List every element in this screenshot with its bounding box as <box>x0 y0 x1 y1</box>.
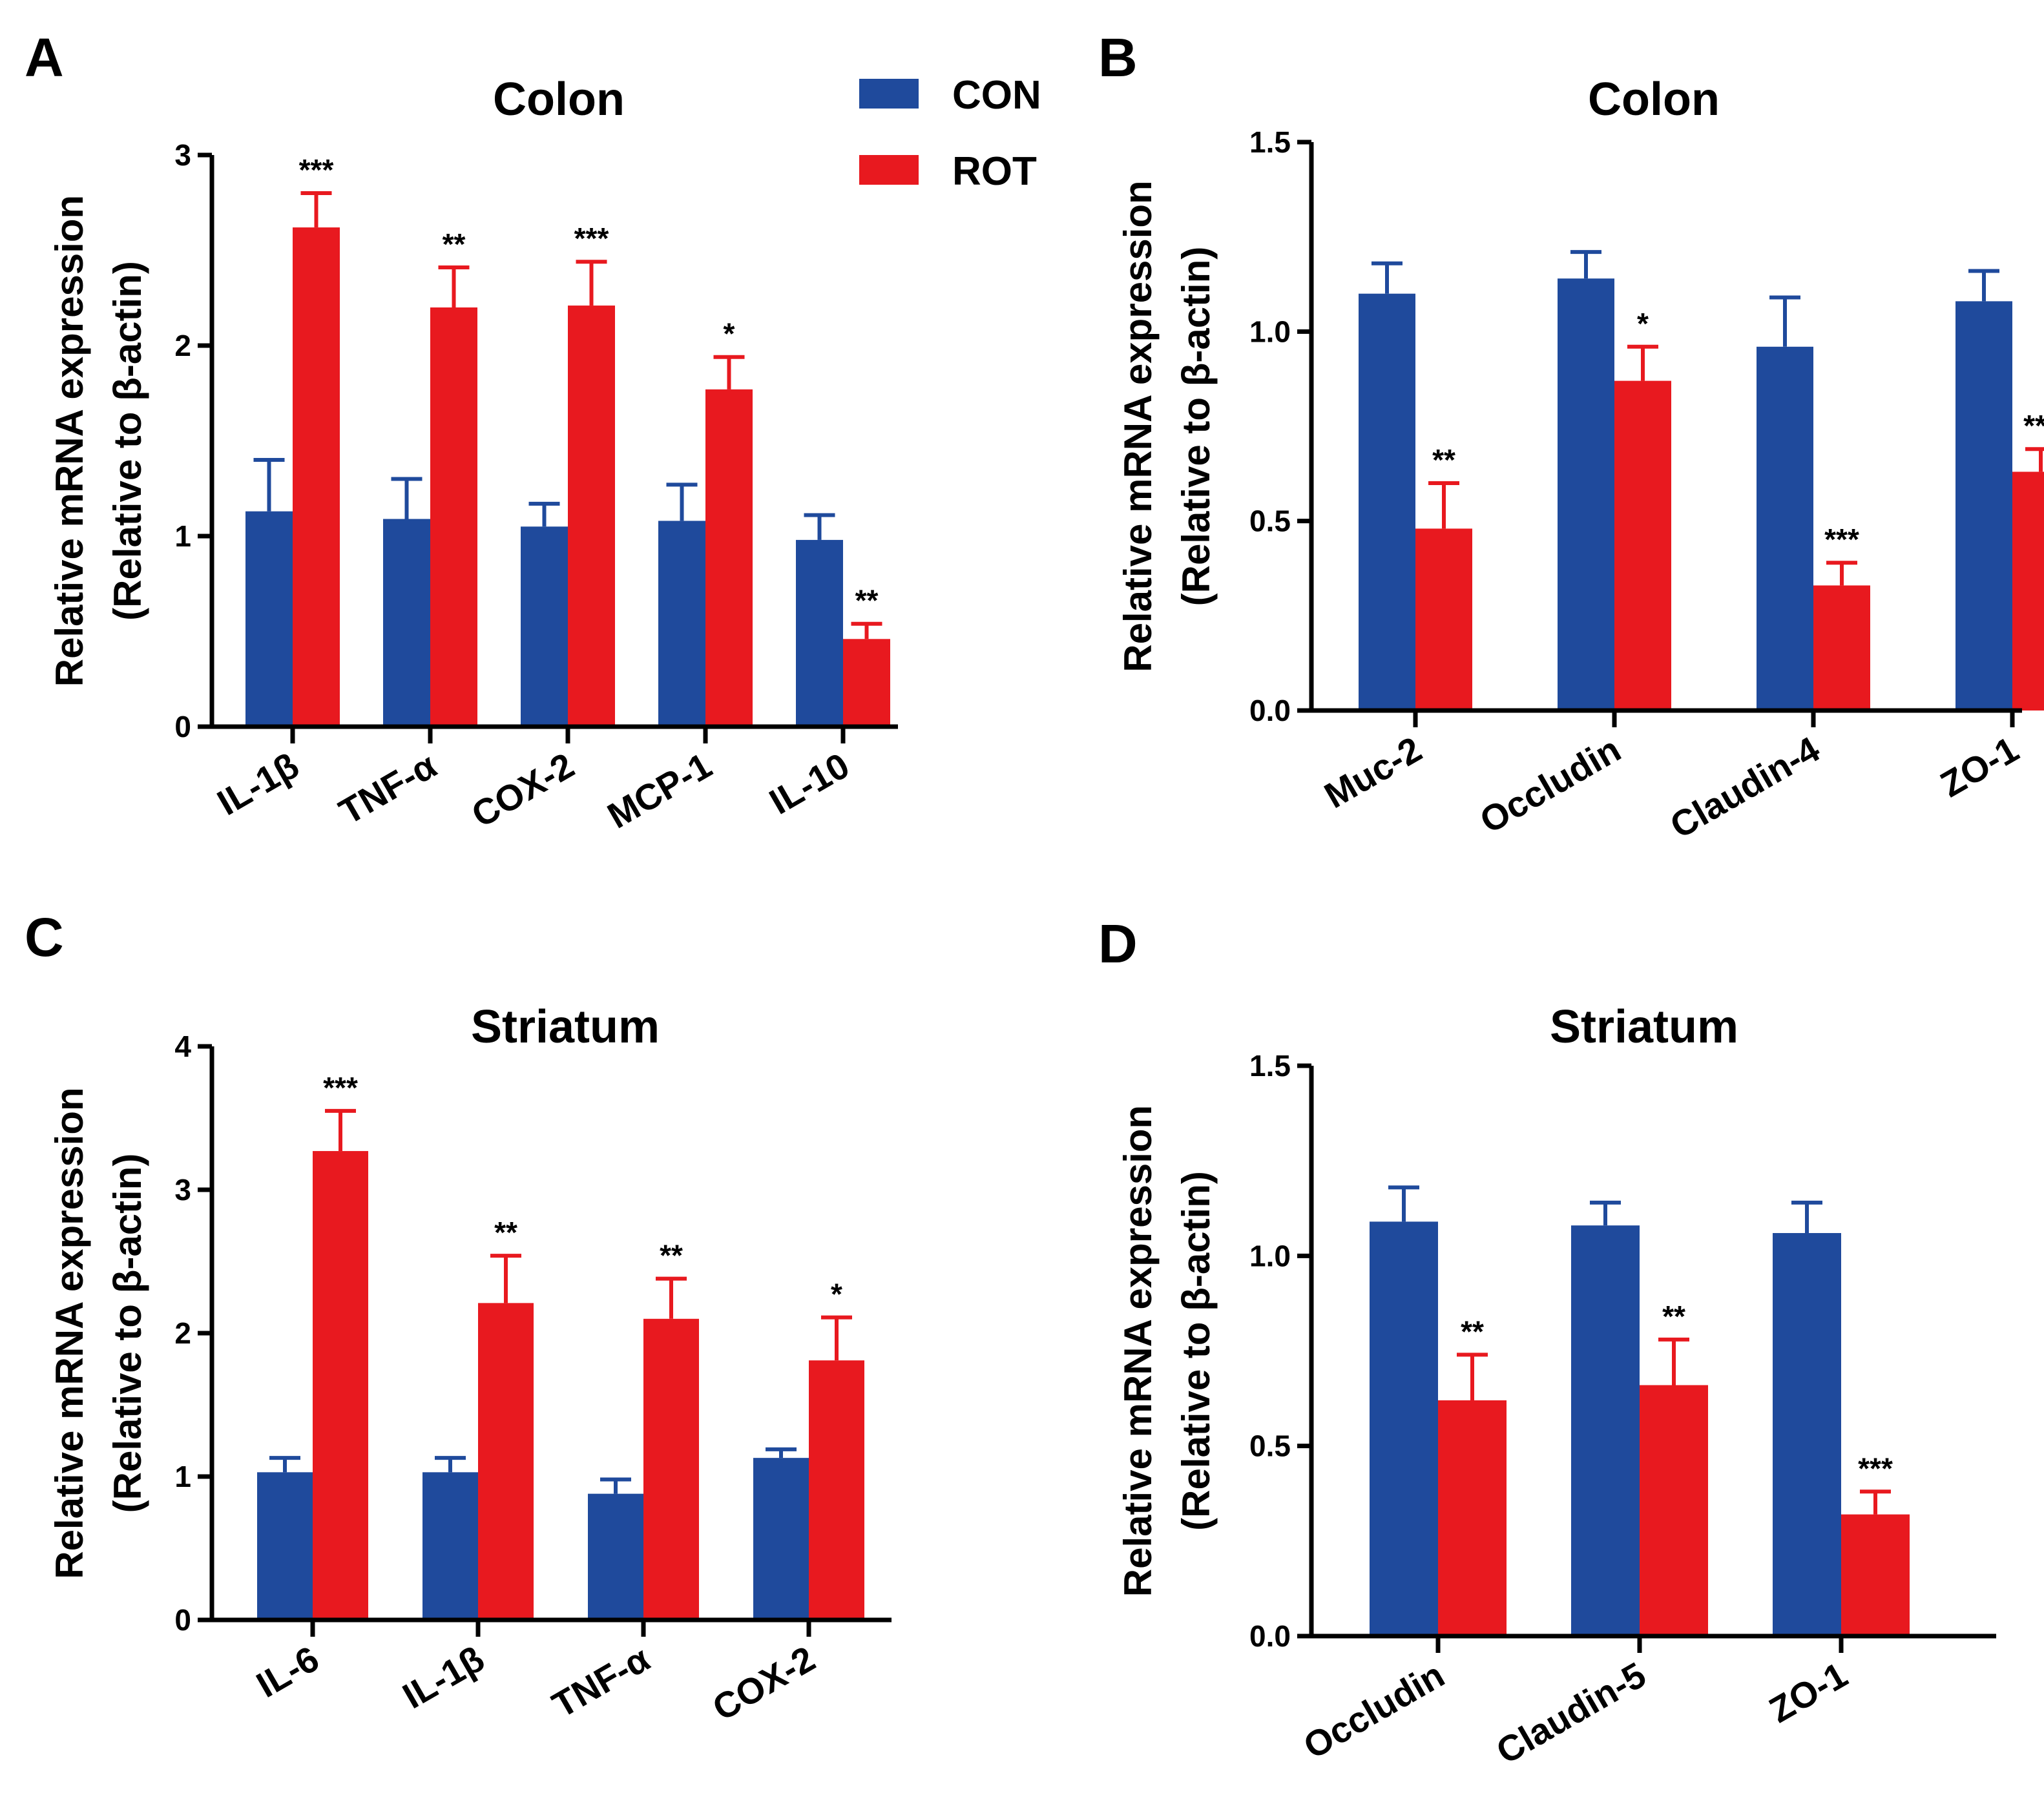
panel-d-ytick-label-0: 0.0 <box>1249 1619 1291 1653</box>
panel-b-ytick-label-1: 0.5 <box>1249 504 1291 538</box>
panel-b-bar-rot-2 <box>1813 585 1870 710</box>
panel-d-ytick-label-2: 1.0 <box>1249 1239 1291 1272</box>
panel-b-bar-con-2 <box>1757 346 1813 710</box>
panel-letter-c: C <box>25 907 64 968</box>
panel-c-ylabel-line1: Relative mRNA expression <box>48 1087 91 1579</box>
panel-a-significance-1: ** <box>443 227 466 261</box>
panel-a-bar-con-1 <box>383 519 430 727</box>
panel-a-bar-con-4 <box>796 539 843 727</box>
panel-c-bar-rot-3 <box>809 1360 864 1620</box>
panel-a-ytick-label-2: 2 <box>174 329 191 362</box>
legend: CON ROT <box>859 73 1041 194</box>
panel-c-significance-2: ** <box>660 1239 683 1272</box>
panel-b-bar-con-3 <box>1955 301 2012 710</box>
panel-d-bar-rot-2 <box>1841 1514 1910 1636</box>
panel-d-significance-0: ** <box>1461 1314 1484 1348</box>
panel-d-significance-2: *** <box>1858 1451 1893 1485</box>
panel-letter-a: A <box>25 27 64 88</box>
panel-a-bar-rot-3 <box>705 389 753 727</box>
panel-a-significance-3: * <box>724 317 735 351</box>
chart-panel-c: Striatum Relative mRNA expression (Relativ… <box>48 1001 892 1728</box>
panel-c-ylabel-line2: (Relative to β-actin) <box>106 1154 149 1513</box>
panel-d-bar-con-2 <box>1773 1233 1841 1636</box>
panel-a-ytick-label-3: 3 <box>174 138 191 172</box>
panel-a-significance-0: *** <box>299 153 334 187</box>
panel-b-significance-3: *** <box>2023 409 2044 442</box>
panel-b-ylabel-line2: (Relative to β-actin) <box>1174 247 1218 607</box>
panel-c-bar-rot-2 <box>643 1318 699 1620</box>
panel-c-ytick-label-4: 4 <box>174 1030 191 1063</box>
panel-d-ylabel-line1: Relative mRNA expression <box>1116 1105 1160 1597</box>
panel-b-ytick-label-3: 1.5 <box>1249 125 1291 159</box>
legend-label-con: CON <box>952 73 1041 118</box>
panel-b-significance-2: *** <box>1824 523 1859 556</box>
panel-d-bar-rot-0 <box>1438 1400 1507 1636</box>
legend-label-rot: ROT <box>952 149 1037 194</box>
panel-a-bar-rot-4 <box>843 639 890 727</box>
legend-swatch-con <box>859 79 919 109</box>
panel-d-bar-rot-1 <box>1640 1385 1708 1636</box>
panel-c-significance-1: ** <box>494 1216 517 1249</box>
panel-c-significance-3: * <box>831 1278 842 1311</box>
panel-b-bar-con-0 <box>1359 293 1415 711</box>
panel-c-bar-rot-0 <box>313 1151 368 1620</box>
panel-d-title: Striatum <box>1550 1001 1738 1053</box>
panel-d-bar-con-0 <box>1370 1221 1438 1636</box>
panel-d-bar-con-1 <box>1571 1225 1640 1636</box>
panel-b-bar-rot-1 <box>1614 380 1671 710</box>
panel-d-ytick-label-1: 0.5 <box>1249 1429 1291 1463</box>
panel-d-ylabel-line2: (Relative to β-actin) <box>1174 1171 1218 1531</box>
panel-c-significance-0: *** <box>323 1071 358 1105</box>
panel-b-bar-con-1 <box>1558 278 1614 710</box>
panel-a-bar-rot-1 <box>430 307 477 727</box>
panel-c-bar-con-3 <box>753 1458 809 1620</box>
panel-c-bar-rot-1 <box>478 1303 534 1620</box>
panel-b-bar-rot-3 <box>2012 472 2044 710</box>
panel-letter-b: B <box>1098 27 1138 88</box>
panel-a-bar-rot-0 <box>293 227 340 727</box>
panel-a-title: Colon <box>493 74 625 125</box>
panel-a-bar-rot-2 <box>568 306 615 727</box>
panel-a-bar-con-2 <box>521 526 568 727</box>
panel-a-ylabel-line1: Relative mRNA expression <box>48 195 91 687</box>
panel-c-ytick-label-0: 0 <box>174 1603 191 1637</box>
panel-c-title: Striatum <box>471 1001 660 1053</box>
panel-c-bar-con-2 <box>588 1493 643 1620</box>
panel-b-significance-0: ** <box>1432 443 1455 477</box>
panel-b-significance-1: * <box>1637 307 1649 340</box>
panel-b-title: Colon <box>1588 74 1720 125</box>
panel-d-significance-1: ** <box>1662 1300 1685 1333</box>
panel-a-ytick-label-1: 1 <box>174 519 191 553</box>
panel-b-ytick-label-0: 0.0 <box>1249 694 1291 727</box>
panel-a-significance-4: ** <box>855 584 879 617</box>
panel-b-bar-rot-0 <box>1415 528 1472 710</box>
panel-a-bar-con-0 <box>245 511 293 727</box>
panel-c-bar-con-1 <box>422 1472 478 1620</box>
chart-panel-b: Colon Relative mRNA expression (Relative t… <box>1116 74 2044 846</box>
legend-swatch-rot <box>859 155 919 185</box>
panel-c-bar-con-0 <box>257 1472 313 1620</box>
panel-letter-d: D <box>1098 913 1138 974</box>
panel-a-ytick-label-0: 0 <box>174 710 191 743</box>
panel-b-ytick-label-2: 1.0 <box>1249 315 1291 348</box>
panel-c-ytick-label-1: 1 <box>174 1460 191 1493</box>
panel-a-significance-2: *** <box>574 222 609 255</box>
chart-panel-a: Colon Relative mRNA expression (Relative t… <box>48 74 898 836</box>
panel-d-ytick-label-3: 1.5 <box>1249 1049 1291 1083</box>
panel-a-bar-con-3 <box>658 521 705 727</box>
panel-c-ytick-label-2: 2 <box>174 1316 191 1350</box>
panel-a-ylabel-line2: (Relative to β-actin) <box>106 261 149 621</box>
panel-c-ytick-label-3: 3 <box>174 1173 191 1207</box>
panel-b-ylabel-line1: Relative mRNA expression <box>1116 180 1160 672</box>
chart-panel-d: Striatum Relative mRNA expression (Relativ… <box>1116 1001 1996 1772</box>
